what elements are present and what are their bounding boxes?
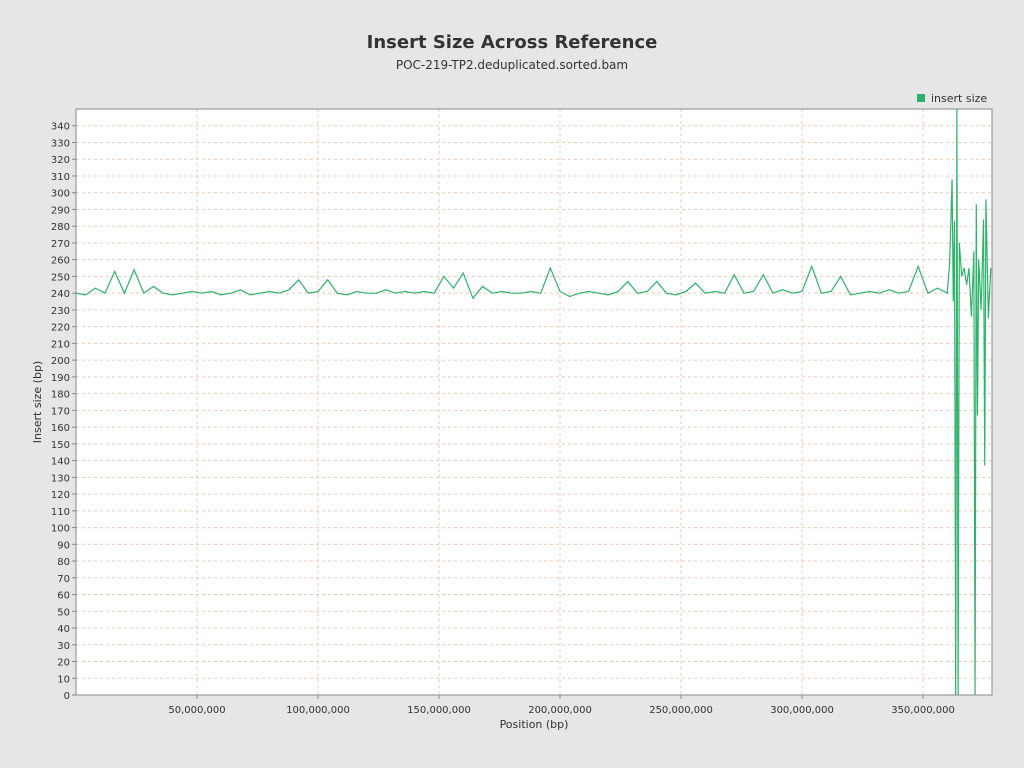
y-tick-label: 330 xyxy=(51,138,70,149)
x-axis-label: Position (bp) xyxy=(500,718,569,731)
y-tick-label: 150 xyxy=(51,440,70,451)
x-tick-label: 100,000,000 xyxy=(286,705,350,716)
legend-swatch xyxy=(917,94,925,102)
y-tick-label: 60 xyxy=(57,591,70,602)
y-tick-label: 320 xyxy=(51,155,70,166)
y-axis-label: Insert size (bp) xyxy=(31,361,44,443)
y-tick-label: 260 xyxy=(51,256,70,267)
y-tick-label: 30 xyxy=(57,641,70,652)
y-tick-label: 10 xyxy=(57,674,70,685)
chart-title: Insert Size Across Reference xyxy=(367,32,658,53)
y-tick-label: 340 xyxy=(51,122,70,133)
x-tick-label: 350,000,000 xyxy=(891,705,955,716)
x-tick-label: 300,000,000 xyxy=(770,705,834,716)
y-tick-label: 270 xyxy=(51,239,70,250)
y-tick-label: 110 xyxy=(51,507,70,518)
y-tick-label: 140 xyxy=(51,457,70,468)
y-tick-label: 80 xyxy=(57,557,70,568)
y-tick-label: 50 xyxy=(57,607,70,618)
y-tick-label: 170 xyxy=(51,406,70,417)
y-tick-label: 180 xyxy=(51,390,70,401)
y-tick-label: 100 xyxy=(51,524,70,535)
y-tick-label: 200 xyxy=(51,356,70,367)
y-tick-label: 290 xyxy=(51,205,70,216)
y-tick-label: 160 xyxy=(51,423,70,434)
y-tick-label: 230 xyxy=(51,306,70,317)
y-tick-label: 280 xyxy=(51,222,70,233)
x-tick-label: 200,000,000 xyxy=(528,705,592,716)
y-tick-label: 40 xyxy=(57,624,70,635)
chart-subtitle: POC-219-TP2.deduplicated.sorted.bam xyxy=(396,58,628,72)
y-tick-label: 220 xyxy=(51,323,70,334)
y-tick-label: 300 xyxy=(51,189,70,200)
plot-area xyxy=(76,109,992,695)
y-tick-label: 210 xyxy=(51,339,70,350)
x-tick-label: 250,000,000 xyxy=(649,705,713,716)
y-tick-label: 120 xyxy=(51,490,70,501)
y-tick-label: 20 xyxy=(57,658,70,669)
y-tick-label: 190 xyxy=(51,373,70,384)
y-tick-label: 90 xyxy=(57,540,70,551)
y-tick-label: 130 xyxy=(51,473,70,484)
y-tick-label: 70 xyxy=(57,574,70,585)
x-tick-label: 50,000,000 xyxy=(168,705,225,716)
y-tick-label: 0 xyxy=(64,691,70,702)
x-tick-label: 150,000,000 xyxy=(407,705,471,716)
legend-label: insert size xyxy=(931,92,987,105)
y-tick-label: 310 xyxy=(51,172,70,183)
plot-border xyxy=(75,108,993,696)
data-line xyxy=(76,109,992,695)
y-tick-label: 250 xyxy=(51,272,70,283)
y-tick-label: 240 xyxy=(51,289,70,300)
